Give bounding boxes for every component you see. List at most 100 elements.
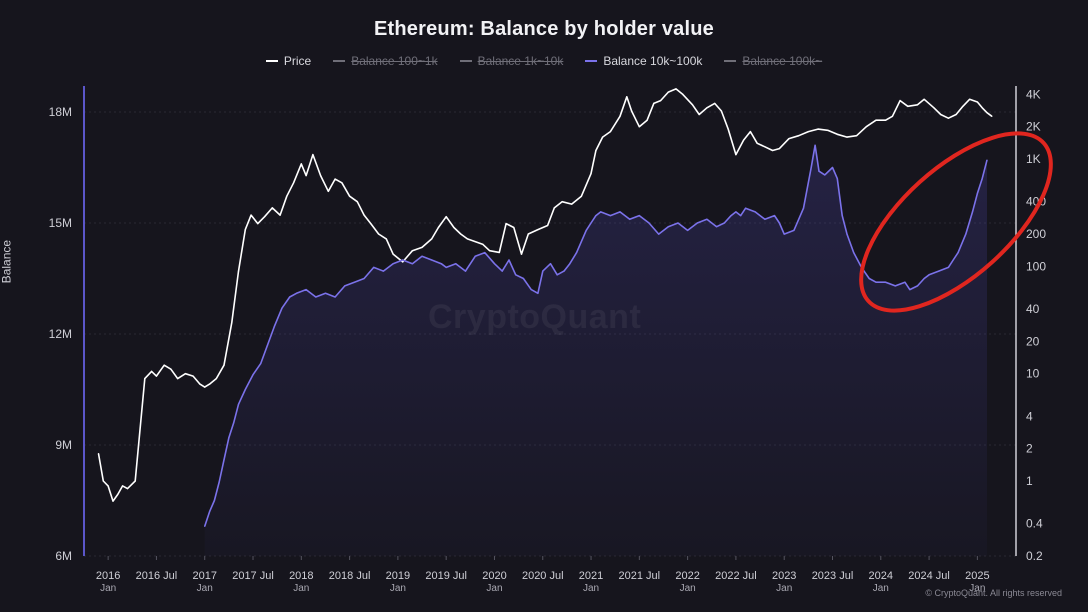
data-point — [237, 270, 240, 272]
data-point — [537, 229, 539, 231]
legend-item-balance-100-1k[interactable]: Balance 100~1k — [333, 54, 438, 68]
data-point — [515, 274, 517, 276]
x-tick-label: 2022 — [675, 570, 699, 582]
data-point — [498, 251, 500, 253]
data-point — [723, 222, 725, 224]
data-point — [411, 263, 413, 265]
data-point — [493, 263, 496, 265]
data-point — [97, 453, 100, 455]
data-point — [590, 222, 592, 224]
x-tick-label: 2021 — [579, 570, 603, 582]
data-point — [209, 511, 211, 513]
data-point — [720, 110, 723, 112]
legend-swatch — [265, 60, 278, 62]
data-point — [530, 289, 532, 291]
x-tick-sublabel: Jan — [390, 583, 406, 594]
data-point — [743, 139, 745, 141]
data-point — [802, 207, 805, 209]
x-tick-label: 2018 Jul — [329, 570, 371, 582]
data-point — [909, 289, 911, 291]
legend-item-balance-1k-10k[interactable]: Balance 1k~10k — [459, 54, 563, 68]
data-point — [947, 117, 950, 119]
data-point — [814, 144, 816, 146]
data-point — [209, 383, 211, 385]
data-point — [772, 149, 774, 152]
data-point — [382, 270, 384, 272]
data-point — [112, 500, 114, 502]
data-point — [334, 178, 336, 180]
x-tick-sublabel: Jan — [293, 583, 309, 594]
data-point — [952, 259, 954, 261]
data-point — [875, 119, 877, 121]
data-point — [324, 292, 327, 294]
data-point — [853, 252, 855, 254]
data-point — [735, 154, 737, 156]
data-point — [344, 285, 346, 287]
data-point — [660, 100, 662, 102]
data-point — [213, 499, 215, 502]
data-point — [609, 215, 612, 217]
data-point — [460, 233, 462, 235]
data-point — [764, 218, 766, 220]
x-tick-label: 2016 — [96, 570, 120, 582]
chart-title: Ethereum: Balance by holder value — [373, 18, 715, 40]
data-point — [385, 238, 387, 240]
data-point — [788, 138, 790, 140]
x-tick-sublabel: Jan — [776, 583, 792, 594]
data-point — [706, 218, 708, 220]
data-point — [571, 203, 573, 205]
legend-label: Balance 10k~100k — [603, 54, 703, 68]
data-point — [745, 207, 747, 209]
y-right-tick-label: 0.4 — [1026, 517, 1043, 531]
data-point — [976, 192, 979, 194]
data-point — [204, 525, 206, 528]
legend-item-price[interactable]: Price — [265, 54, 312, 68]
data-point — [749, 131, 752, 133]
data-point — [341, 182, 343, 184]
data-point — [778, 222, 781, 224]
data-point — [464, 270, 467, 272]
data-point — [856, 135, 858, 137]
data-point — [962, 105, 964, 107]
data-point — [373, 266, 375, 268]
data-point — [440, 263, 442, 265]
data-point — [875, 281, 877, 283]
data-point — [940, 113, 942, 116]
data-point — [585, 229, 587, 231]
data-point — [363, 277, 365, 280]
data-point — [831, 166, 834, 169]
data-point — [602, 136, 604, 138]
x-tick-sublabel: Jan — [873, 583, 889, 594]
data-point — [677, 222, 679, 224]
data-point — [286, 195, 288, 197]
data-point — [199, 383, 201, 385]
data-point — [474, 255, 476, 257]
data-point — [986, 112, 988, 114]
data-point — [151, 370, 153, 372]
data-point — [204, 386, 206, 388]
legend-label: Price — [283, 54, 312, 68]
data-point — [289, 296, 291, 298]
legend-item-balance-100k-[interactable]: Balance 100k~ — [724, 54, 822, 68]
data-point — [134, 480, 136, 482]
data-point — [192, 375, 194, 377]
x-tick-label: 2017 Jul — [232, 570, 274, 582]
legend-item-balance-10k-100k[interactable]: Balance 10k~100k — [585, 54, 702, 68]
data-point — [818, 170, 820, 172]
data-point — [827, 129, 829, 131]
data-point — [257, 223, 259, 225]
data-point — [698, 113, 700, 116]
data-point — [991, 115, 993, 117]
data-point — [281, 307, 283, 309]
legend-label: Balance 100~1k — [351, 54, 438, 68]
data-point — [947, 266, 950, 268]
data-point — [527, 233, 529, 235]
data-point — [117, 493, 119, 495]
data-point — [619, 211, 621, 213]
x-tick-label: 2017 — [192, 570, 216, 582]
data-point — [976, 101, 979, 103]
data-point — [453, 226, 455, 229]
data-point — [356, 201, 358, 203]
data-point — [144, 378, 146, 380]
y-right-tick-label: 2K — [1026, 120, 1041, 134]
